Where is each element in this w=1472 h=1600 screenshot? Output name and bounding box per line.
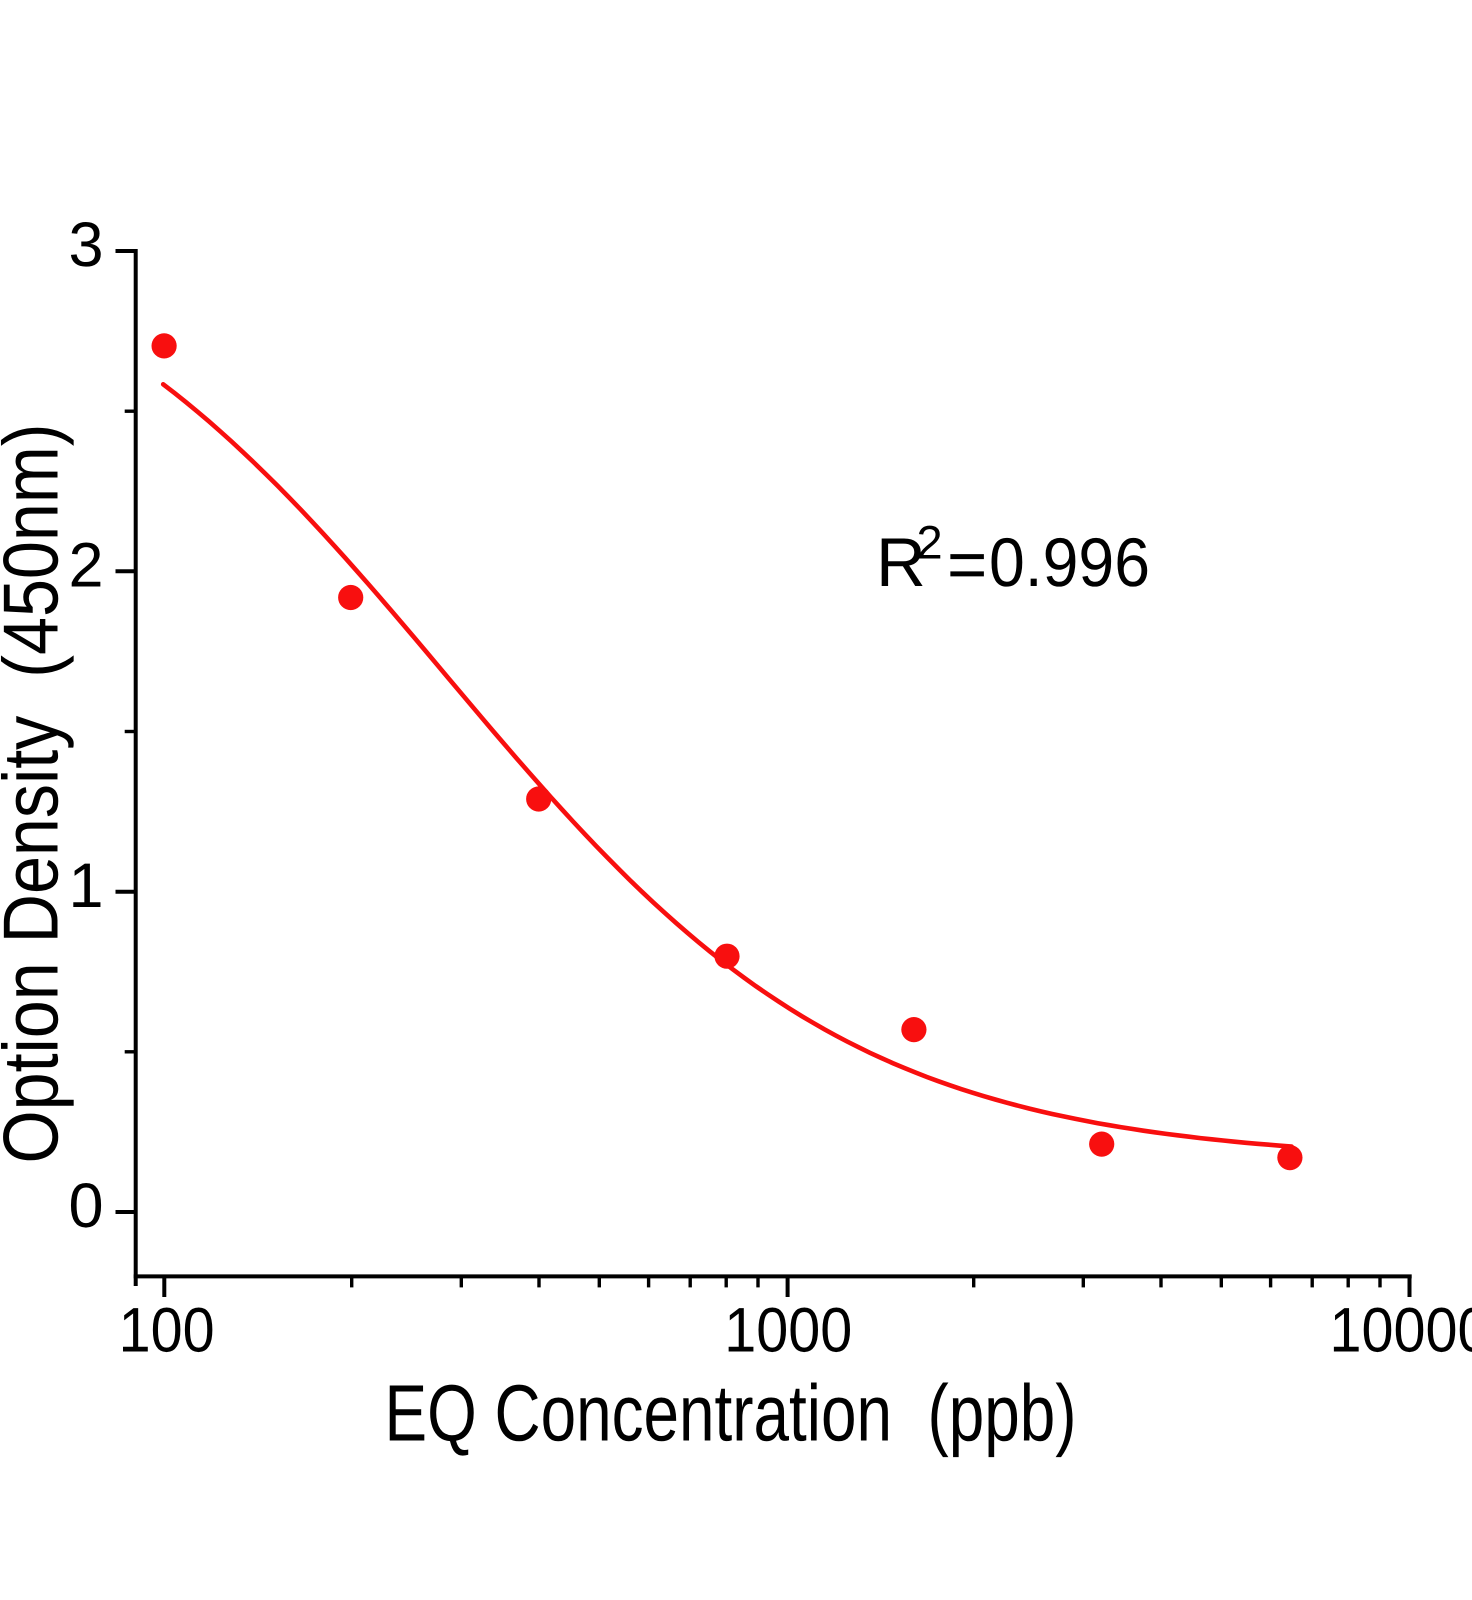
svg-text:0: 0 (68, 1171, 103, 1241)
svg-text:1: 1 (68, 851, 103, 921)
svg-text:10000: 10000 (1330, 1295, 1472, 1365)
svg-text:R: R (876, 524, 926, 601)
svg-text:EQ Concentration (ppb): EQ Concentration (ppb) (385, 1369, 1077, 1458)
svg-text:2: 2 (68, 531, 103, 601)
svg-text:0.996: 0.996 (989, 524, 1150, 601)
svg-text:100: 100 (119, 1295, 215, 1365)
svg-text:1000: 1000 (724, 1295, 852, 1365)
svg-text:Option Density (450nm): Option Density (450nm) (0, 424, 75, 1164)
svg-text:=: = (947, 526, 987, 603)
svg-text:3: 3 (68, 210, 103, 280)
